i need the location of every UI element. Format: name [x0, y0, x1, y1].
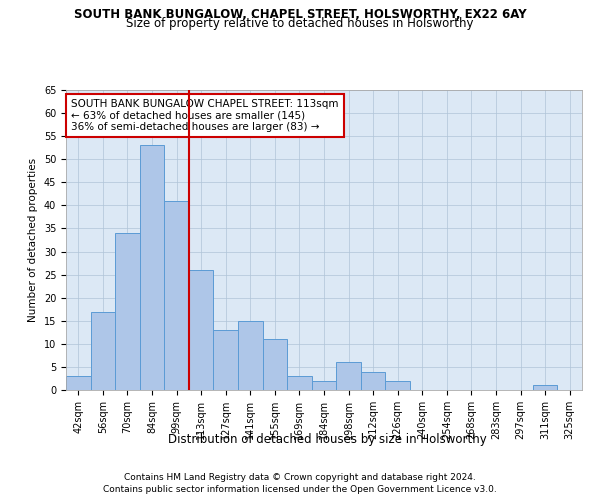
Bar — [189, 270, 214, 390]
Bar — [91, 312, 115, 390]
Text: SOUTH BANK BUNGALOW, CHAPEL STREET, HOLSWORTHY, EX22 6AY: SOUTH BANK BUNGALOW, CHAPEL STREET, HOLS… — [74, 8, 526, 20]
Text: Size of property relative to detached houses in Holsworthy: Size of property relative to detached ho… — [126, 18, 474, 30]
Bar — [164, 201, 189, 390]
Bar — [312, 381, 336, 390]
Text: Distribution of detached houses by size in Holsworthy: Distribution of detached houses by size … — [167, 432, 487, 446]
Bar — [533, 386, 557, 390]
Bar — [66, 376, 91, 390]
Bar — [214, 330, 238, 390]
Bar — [287, 376, 312, 390]
Bar — [385, 381, 410, 390]
Y-axis label: Number of detached properties: Number of detached properties — [28, 158, 38, 322]
Text: SOUTH BANK BUNGALOW CHAPEL STREET: 113sqm
← 63% of detached houses are smaller (: SOUTH BANK BUNGALOW CHAPEL STREET: 113sq… — [71, 99, 338, 132]
Bar — [361, 372, 385, 390]
Text: Contains HM Land Registry data © Crown copyright and database right 2024.: Contains HM Land Registry data © Crown c… — [124, 472, 476, 482]
Bar — [336, 362, 361, 390]
Bar — [238, 321, 263, 390]
Bar — [263, 339, 287, 390]
Text: Contains public sector information licensed under the Open Government Licence v3: Contains public sector information licen… — [103, 485, 497, 494]
Bar — [140, 146, 164, 390]
Bar — [115, 233, 140, 390]
